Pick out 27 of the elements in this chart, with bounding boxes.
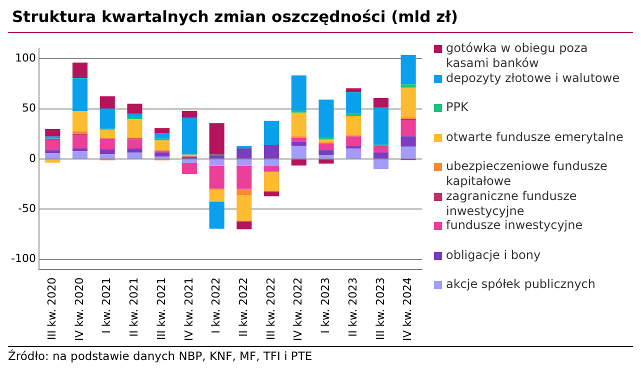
x-tick-label: IV kw. 2024 — [401, 277, 414, 342]
x-tick-label: I kw. 2023 — [319, 277, 332, 334]
y-tick-label: 50 — [22, 102, 36, 115]
legend-label: depozyty złotowe i walutowe — [446, 70, 620, 86]
legend-label: PPK — [446, 100, 468, 115]
x-tick-label: III kw. 2023 — [374, 277, 387, 340]
x-tick-label: III kw. 2020 — [46, 277, 59, 340]
x-tick-label: IV kw. 2021 — [182, 277, 196, 342]
y-tick-label: 100 — [14, 51, 36, 64]
x-tick-label: III kw. 2021 — [154, 277, 168, 340]
x-tick-label: I kw. 2021 — [100, 277, 114, 334]
y-tick-label: -100 — [10, 252, 36, 266]
x-tick-label: II kw. 2022 — [237, 277, 250, 337]
y-tick-label: -50 — [18, 202, 36, 216]
x-tick-label: IV kw. 2020 — [72, 277, 86, 342]
y-tick-label: 0 — [28, 152, 36, 165]
x-tick-label: II kw. 2023 — [346, 277, 360, 337]
legend-label: obligacje i bony — [446, 248, 541, 262]
chart-title: Struktura kwartalnych zmian oszczędności (mld zł) — [8, 8, 633, 33]
legend-label: fundusze inwestycyjne — [446, 218, 583, 233]
legend-label: akcje spółek publicznych — [446, 277, 596, 292]
x-tick-label: II kw. 2021 — [128, 277, 141, 337]
text: Źródło: na podstawie danych NBP, KNF, MF, TFI i PTE — [8, 349, 633, 363]
x-tick-label: III kw. 2022 — [264, 277, 278, 340]
x-tick-label: I kw. 2022 — [210, 277, 223, 334]
legend-label: otwarte fundusze emerytalne — [446, 130, 624, 144]
x-tick-label: IV kw. 2022 — [292, 277, 305, 342]
